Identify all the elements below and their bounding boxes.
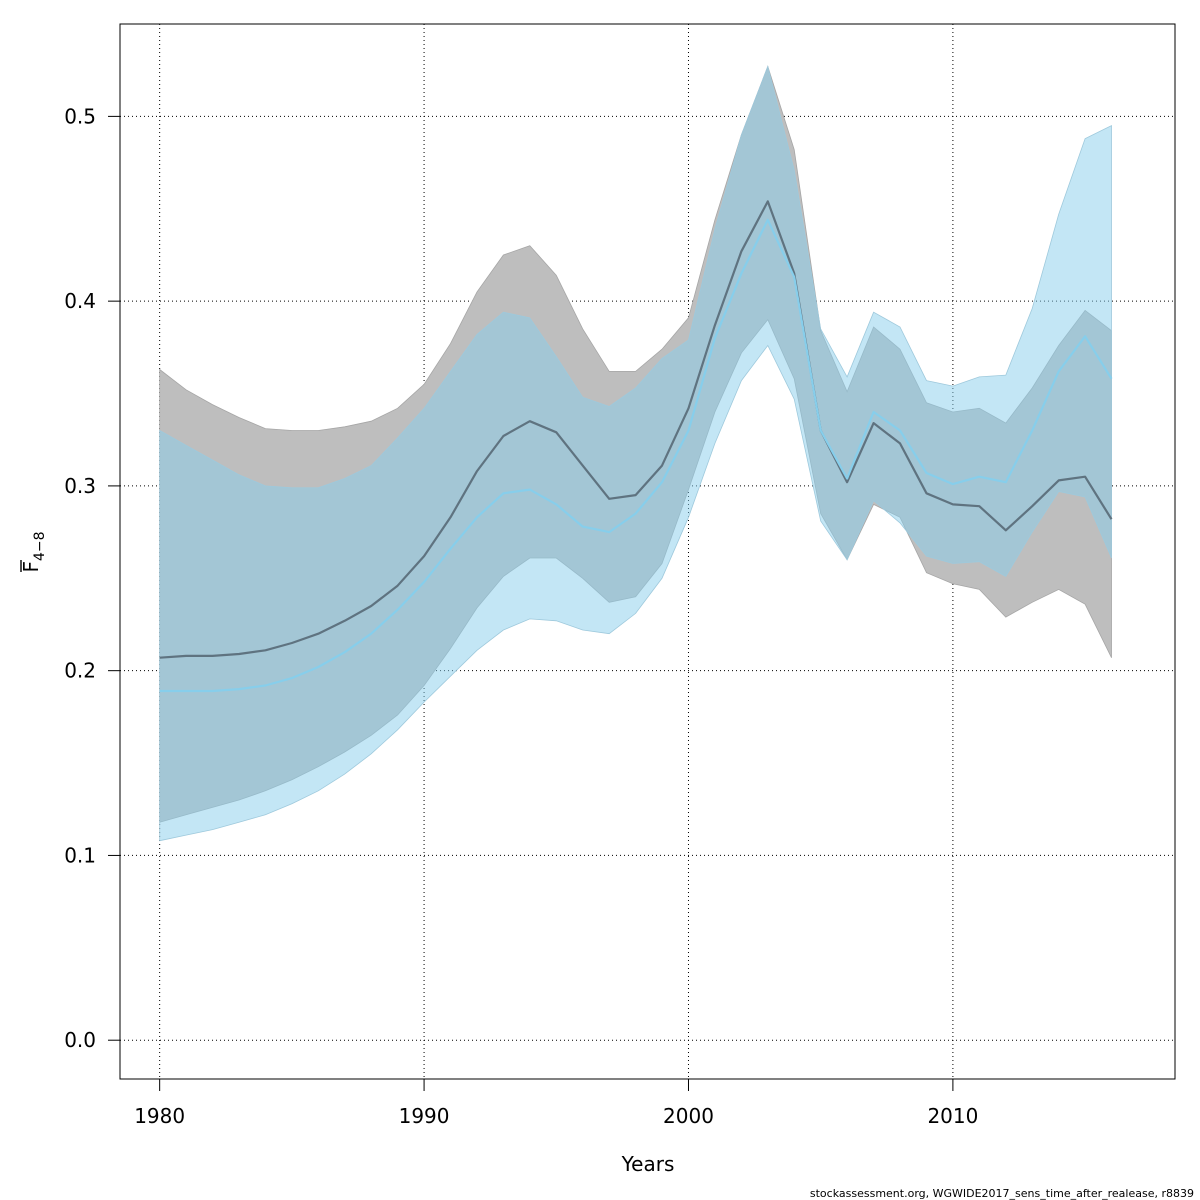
x-tick-label-3: 2010 (927, 1104, 978, 1128)
y-tick-label-2: 0.2 (64, 659, 96, 683)
x-tick-label-2: 2000 (663, 1104, 714, 1128)
credit-text: stockassessment.org, WGWIDE2017_sens_tim… (810, 1187, 1194, 1200)
x-axis-title: Years (621, 1152, 675, 1176)
x-tick-label-0: 1980 (134, 1104, 185, 1128)
svg-text:F4−8: F4−8 (19, 531, 48, 572)
x-axis: 1980 1990 2000 2010 (134, 1078, 978, 1128)
y-tick-label-1: 0.1 (64, 843, 96, 867)
y-axis-title: F4−8 (19, 531, 48, 572)
y-axis-title-base: F (19, 561, 43, 573)
series-line-1 (159, 200, 1113, 659)
y-tick-label-3: 0.3 (64, 474, 96, 498)
y-axis: 0.0 0.1 0.2 0.3 0.4 0.5 (64, 104, 121, 1052)
y-tick-label-0: 0.0 (64, 1028, 96, 1052)
confidence-bands (159, 65, 1112, 842)
y-tick-label-4: 0.4 (64, 289, 96, 313)
confidence-band-2 (159, 65, 1112, 842)
series-lines (159, 200, 1113, 693)
y-tick-label-5: 0.5 (64, 104, 96, 128)
series-line-2 (159, 218, 1113, 693)
x-tick-label-1: 1990 (399, 1104, 450, 1128)
y-axis-title-subscript: 4−8 (32, 531, 48, 561)
